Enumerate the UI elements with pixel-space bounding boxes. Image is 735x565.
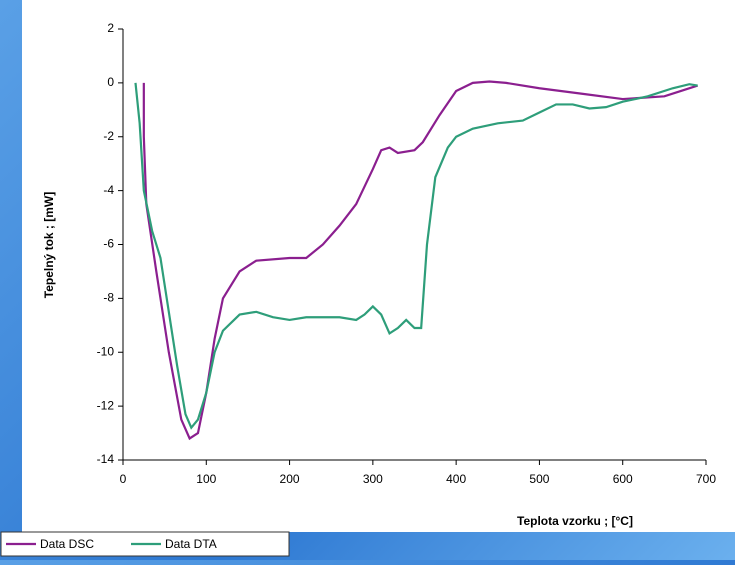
chart-panel [22, 0, 735, 532]
legend-label: Data DTA [165, 537, 217, 551]
x-tick-label: 400 [446, 472, 466, 486]
y-tick-label: -6 [103, 237, 114, 251]
x-tick-label: 0 [120, 472, 127, 486]
y-tick-label: -12 [97, 398, 115, 412]
x-tick-label: 500 [529, 472, 549, 486]
x-tick-label: 200 [280, 472, 300, 486]
y-tick-label: -2 [103, 129, 114, 143]
x-axis-label: Teplota vzorku ; [°C] [517, 514, 633, 528]
y-tick-label: -10 [97, 344, 115, 358]
x-tick-label: 700 [696, 472, 716, 486]
x-tick-label: 300 [363, 472, 383, 486]
y-tick-label: 0 [107, 75, 114, 89]
x-tick-label: 600 [613, 472, 633, 486]
x-tick-label: 100 [196, 472, 216, 486]
legend-label: Data DSC [40, 537, 94, 551]
data-line [142, 80, 699, 441]
y-axis-label: Tepelný tok ; [mW] [42, 192, 56, 298]
y-tick-label: 2 [107, 21, 114, 35]
y-tick-label: -8 [103, 291, 114, 305]
y-tick-label: -4 [103, 183, 114, 197]
data-line [134, 82, 698, 430]
y-tick-label: -14 [97, 452, 115, 466]
